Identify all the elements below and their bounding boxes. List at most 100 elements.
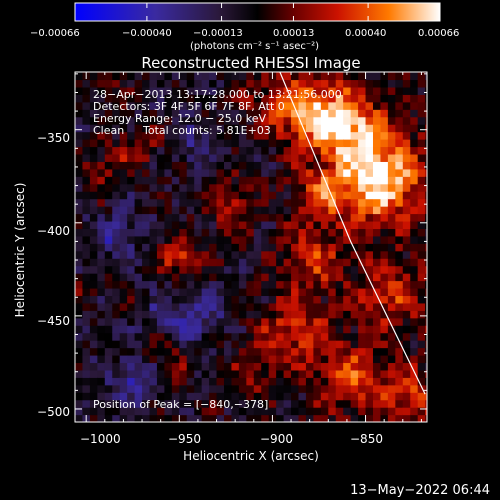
heatmap-cell [134, 317, 143, 326]
heatmap-cell [410, 220, 419, 229]
heatmap-cell [97, 243, 106, 252]
heatmap-cell [261, 362, 270, 371]
heatmap-cell [216, 146, 225, 155]
info-detectors: Detectors: 3F 4F 5F 6F 7F 8F, Att 0 [93, 100, 285, 113]
heatmap-cell [127, 72, 136, 81]
heatmap-cell [171, 168, 180, 177]
heatmap-cell [201, 213, 210, 222]
heatmap-cell [320, 153, 329, 162]
heatmap-cell [298, 325, 307, 334]
heatmap-cell [328, 332, 337, 341]
heatmap-cell [328, 116, 337, 125]
heatmap-cell [246, 414, 255, 422]
heatmap-cell [268, 243, 277, 252]
heatmap-cell [216, 317, 225, 326]
heatmap-cell [89, 369, 98, 378]
heatmap-cell [97, 198, 106, 207]
heatmap-cell [238, 258, 247, 267]
heatmap-cell [350, 153, 359, 162]
heatmap-cell [209, 407, 218, 416]
heatmap-cell [372, 176, 382, 185]
heatmap-cell [82, 317, 91, 326]
heatmap-cell [97, 287, 106, 297]
heatmap-cell [179, 399, 188, 408]
heatmap-cell [313, 347, 322, 356]
heatmap-cell [142, 220, 151, 229]
heatmap-cell [313, 101, 322, 110]
heatmap-cell [313, 317, 322, 326]
heatmap-cell [201, 139, 210, 148]
heatmap-cell [171, 414, 180, 422]
heatmap-cell [156, 153, 165, 162]
heatmap-cell [231, 414, 240, 422]
heatmap-cell [97, 72, 106, 81]
heatmap-pixels [75, 72, 427, 422]
heatmap-cell [395, 287, 404, 297]
heatmap-cell [402, 72, 411, 81]
heatmap-cell [410, 206, 419, 215]
heatmap-cell [343, 176, 352, 185]
heatmap-cell [231, 384, 240, 393]
heatmap-cell [402, 273, 411, 282]
heatmap-cell [253, 109, 262, 118]
heatmap-cell [358, 206, 367, 215]
heatmap-cell [201, 72, 210, 81]
heatmap-cell [261, 109, 270, 118]
heatmap-cell [156, 72, 165, 81]
heatmap-cell [201, 101, 210, 110]
heatmap-cell [395, 354, 404, 364]
heatmap-cell [127, 176, 136, 185]
heatmap-cell [335, 86, 344, 95]
heatmap-cell [142, 399, 151, 408]
heatmap-cell [402, 414, 411, 422]
heatmap-cell [119, 124, 128, 133]
heatmap-cell [335, 206, 344, 215]
heatmap-cell [171, 369, 180, 378]
heatmap-cell [291, 183, 300, 192]
heatmap-cell [164, 414, 173, 422]
heatmap-cell [104, 198, 113, 207]
heatmap-cell [112, 220, 121, 229]
heatmap-cell [276, 168, 285, 177]
heatmap-cell [328, 243, 337, 252]
heatmap-cell [298, 399, 307, 408]
heatmap-cell [82, 191, 91, 200]
heatmap-cell [402, 340, 411, 349]
heatmap-cell [365, 86, 374, 95]
heatmap-cell [89, 146, 98, 155]
heatmap-cell [320, 198, 329, 207]
heatmap-cell [276, 325, 285, 334]
heatmap-cell [209, 325, 218, 334]
heatmap-cell [156, 116, 165, 125]
heatmap-cell [246, 384, 255, 393]
heatmap-cell [156, 220, 165, 229]
heatmap-cell [179, 310, 188, 319]
heatmap-cell [268, 287, 277, 297]
heatmap-cell [425, 131, 427, 140]
heatmap-cell [216, 369, 225, 378]
heatmap-cell [238, 287, 247, 297]
axis-ticks [75, 72, 427, 422]
heatmap-cell [164, 161, 173, 170]
heatmap-cell [223, 168, 233, 177]
heatmap-cell [142, 228, 151, 237]
heatmap-cell [291, 310, 300, 319]
heatmap-cell [350, 243, 359, 252]
heatmap-cell [104, 213, 113, 222]
heatmap-cell [298, 369, 307, 378]
heatmap-cell [335, 213, 344, 222]
heatmap-cell [231, 116, 240, 125]
heatmap-cell [209, 198, 218, 207]
heatmap-cell [291, 265, 300, 274]
heatmap-cell [283, 235, 292, 244]
heatmap-cell [75, 347, 84, 356]
heatmap-cell [372, 243, 382, 252]
heatmap-cell [343, 191, 352, 200]
heatmap-cell [425, 392, 427, 401]
heatmap-cell [276, 153, 285, 162]
heatmap-cell [223, 407, 233, 416]
heatmap-cell [171, 302, 180, 311]
heatmap-cell [320, 258, 329, 267]
heatmap-cell [127, 384, 136, 393]
heatmap-cell [343, 399, 352, 408]
